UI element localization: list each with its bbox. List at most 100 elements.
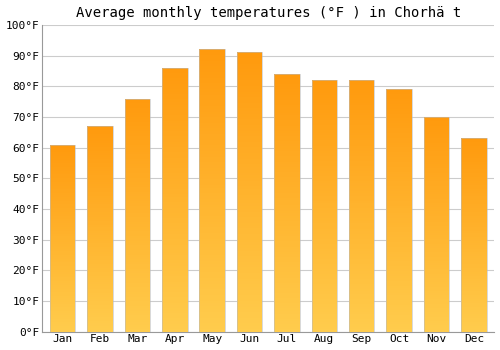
Bar [50, 264, 76, 266]
Bar [124, 203, 150, 206]
Bar [237, 86, 262, 89]
Bar [274, 223, 299, 226]
Bar [237, 253, 262, 256]
Bar [312, 88, 337, 90]
Bar [461, 264, 486, 266]
Bar [50, 208, 76, 210]
Bar [50, 214, 76, 216]
Bar [237, 119, 262, 122]
Bar [50, 275, 76, 278]
Bar [88, 253, 112, 256]
Bar [274, 102, 299, 105]
Bar [274, 306, 299, 308]
Bar [312, 244, 337, 246]
Bar [88, 202, 112, 204]
Bar [88, 198, 112, 200]
Bar [312, 292, 337, 294]
Bar [50, 204, 76, 206]
Bar [274, 120, 299, 123]
Bar [50, 300, 76, 302]
Bar [88, 128, 112, 130]
Bar [162, 192, 188, 195]
Bar [162, 97, 188, 99]
Bar [124, 318, 150, 320]
Bar [200, 160, 225, 162]
Bar [50, 176, 76, 178]
Bar [88, 299, 112, 301]
Bar [274, 301, 299, 303]
Bar [200, 303, 225, 306]
Bar [237, 290, 262, 293]
Bar [200, 289, 225, 292]
Bar [312, 161, 337, 163]
Bar [88, 290, 112, 293]
Bar [386, 254, 412, 257]
Bar [237, 265, 262, 267]
Bar [349, 153, 374, 156]
Bar [88, 288, 112, 290]
Bar [124, 262, 150, 264]
Bar [237, 239, 262, 242]
Bar [88, 264, 112, 266]
Bar [50, 225, 76, 227]
Bar [200, 176, 225, 179]
Bar [312, 241, 337, 244]
Bar [162, 181, 188, 184]
Bar [88, 212, 112, 215]
Bar [386, 206, 412, 208]
Bar [237, 231, 262, 234]
Bar [124, 259, 150, 262]
Bar [349, 259, 374, 261]
Bar [386, 104, 412, 106]
Bar [424, 162, 449, 164]
Bar [50, 234, 76, 236]
Bar [424, 325, 449, 327]
Bar [88, 157, 112, 159]
Bar [312, 98, 337, 100]
Bar [461, 225, 486, 227]
Bar [274, 190, 299, 192]
Bar [124, 194, 150, 196]
Bar [274, 159, 299, 162]
Bar [274, 280, 299, 283]
Bar [237, 170, 262, 173]
Bar [461, 196, 486, 198]
Bar [237, 287, 262, 290]
Bar [424, 198, 449, 201]
Bar [274, 249, 299, 252]
Bar [274, 208, 299, 211]
Bar [424, 231, 449, 233]
Bar [124, 255, 150, 257]
Bar [461, 162, 486, 163]
Bar [461, 222, 486, 223]
Bar [237, 139, 262, 142]
Bar [312, 266, 337, 269]
Bar [162, 173, 188, 176]
Bar [386, 208, 412, 210]
Bar [312, 108, 337, 110]
Bar [312, 80, 337, 332]
Bar [312, 171, 337, 173]
Bar [312, 128, 337, 131]
Bar [274, 113, 299, 115]
Bar [461, 179, 486, 181]
Bar [386, 181, 412, 184]
Bar [349, 85, 374, 88]
Bar [50, 165, 76, 167]
Bar [461, 307, 486, 308]
Bar [461, 295, 486, 297]
Bar [162, 216, 188, 218]
Bar [237, 78, 262, 80]
Bar [461, 287, 486, 289]
Bar [312, 138, 337, 140]
Bar [461, 148, 486, 150]
Bar [424, 166, 449, 168]
Bar [50, 287, 76, 289]
Bar [88, 217, 112, 219]
Bar [124, 164, 150, 166]
Bar [162, 247, 188, 250]
Bar [312, 153, 337, 156]
Bar [312, 236, 337, 239]
Bar [461, 266, 486, 268]
Bar [200, 210, 225, 213]
